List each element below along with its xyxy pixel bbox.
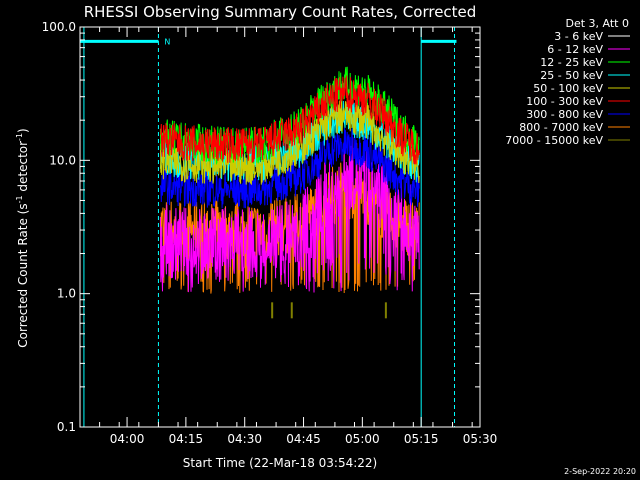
x-tick-label: 04:45 — [286, 432, 321, 446]
x-tick-label: 04:15 — [169, 432, 204, 446]
y-axis-label-part: Corrected Count Rate (s — [16, 203, 30, 347]
legend-label: 12 - 25 keV — [540, 56, 603, 69]
y-axis-label-part: -1 — [15, 133, 24, 141]
legend-label: 100 - 300 keV — [526, 95, 603, 108]
legend-label: 6 - 12 keV — [547, 43, 603, 56]
legend-label: 800 - 7000 keV — [519, 121, 603, 134]
series-line-1 — [159, 137, 420, 293]
plot-frame — [79, 26, 481, 428]
x-tick-label: 05:00 — [345, 432, 380, 446]
legend-label: 300 - 800 keV — [526, 108, 603, 121]
series-line-5 — [159, 75, 420, 165]
legend-label: 50 - 100 keV — [533, 82, 603, 95]
x-tick-label: 05:30 — [463, 432, 498, 446]
legend-header: Det 3, Att 0 — [566, 17, 630, 30]
x-tick-label: 05:15 — [404, 432, 439, 446]
y-axis-label-part: ) — [16, 128, 30, 133]
y-tick-label: 0.1 — [57, 420, 76, 434]
y-tick-label: 10.0 — [49, 153, 76, 167]
legend-label: 3 - 6 keV — [554, 30, 603, 43]
date-stamp: 2-Sep-2022 20:20 — [564, 467, 636, 476]
y-axis-label-part: detector — [16, 141, 30, 196]
y-axis-label: Corrected Count Rate (s-1 detector-1) — [15, 128, 30, 347]
y-tick-label: 100.0 — [42, 20, 76, 34]
x-axis-label: Start Time (22-Mar-18 03:54:22) — [183, 456, 377, 470]
legend-label: 7000 - 15000 keV — [505, 134, 603, 147]
y-tick-label: 1.0 — [57, 287, 76, 301]
y-axis-label-part: -1 — [15, 195, 24, 203]
series-line-6 — [159, 127, 420, 209]
legend-label: 25 - 50 keV — [540, 69, 603, 82]
x-tick-label: 04:00 — [110, 432, 145, 446]
x-tick-label: 04:30 — [227, 432, 262, 446]
plot-layer: N 0.1 1.0 10.0 100.0 04:00 04:15 04:30 04:45 05:0… — [42, 20, 498, 446]
flag-label: N — [164, 37, 170, 46]
chart-title: RHESSI Observing Summary Count Rates, Co… — [84, 3, 477, 21]
series-line-3 — [159, 100, 420, 183]
